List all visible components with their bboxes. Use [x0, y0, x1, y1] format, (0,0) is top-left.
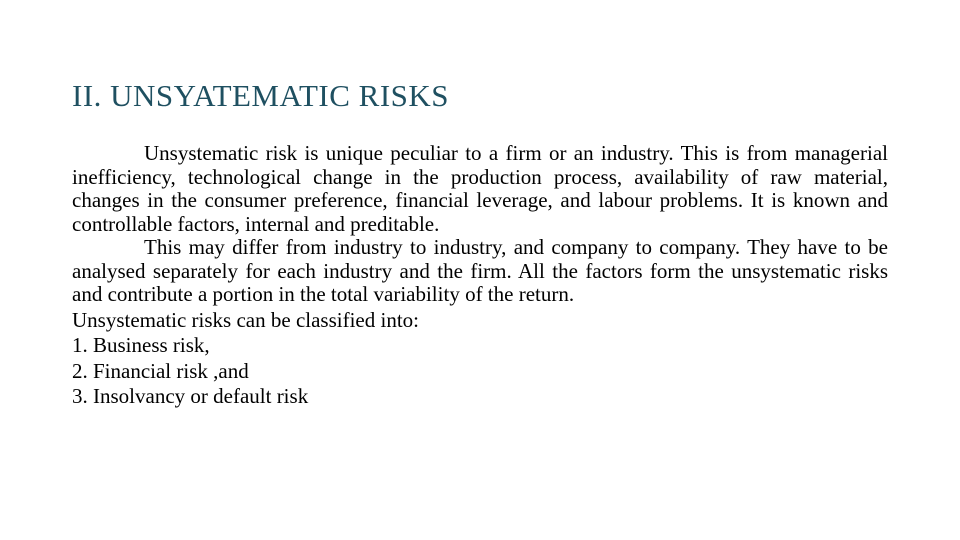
paragraph-2: This may differ from industry to industr… [72, 236, 888, 307]
slide-page: II. UNSYATEMATIC RISKS Unsystematic risk… [0, 0, 960, 409]
list-item-2: 2. Financial risk ,and [72, 360, 888, 384]
paragraph-1: Unsystematic risk is unique peculiar to … [72, 142, 888, 236]
list-item-1: 1. Business risk, [72, 334, 888, 358]
classify-intro: Unsystematic risks can be classified int… [72, 309, 888, 333]
body-content: Unsystematic risk is unique peculiar to … [72, 142, 888, 409]
list-item-3: 3. Insolvancy or default risk [72, 385, 888, 409]
heading-title: II. UNSYATEMATIC RISKS [72, 78, 888, 114]
